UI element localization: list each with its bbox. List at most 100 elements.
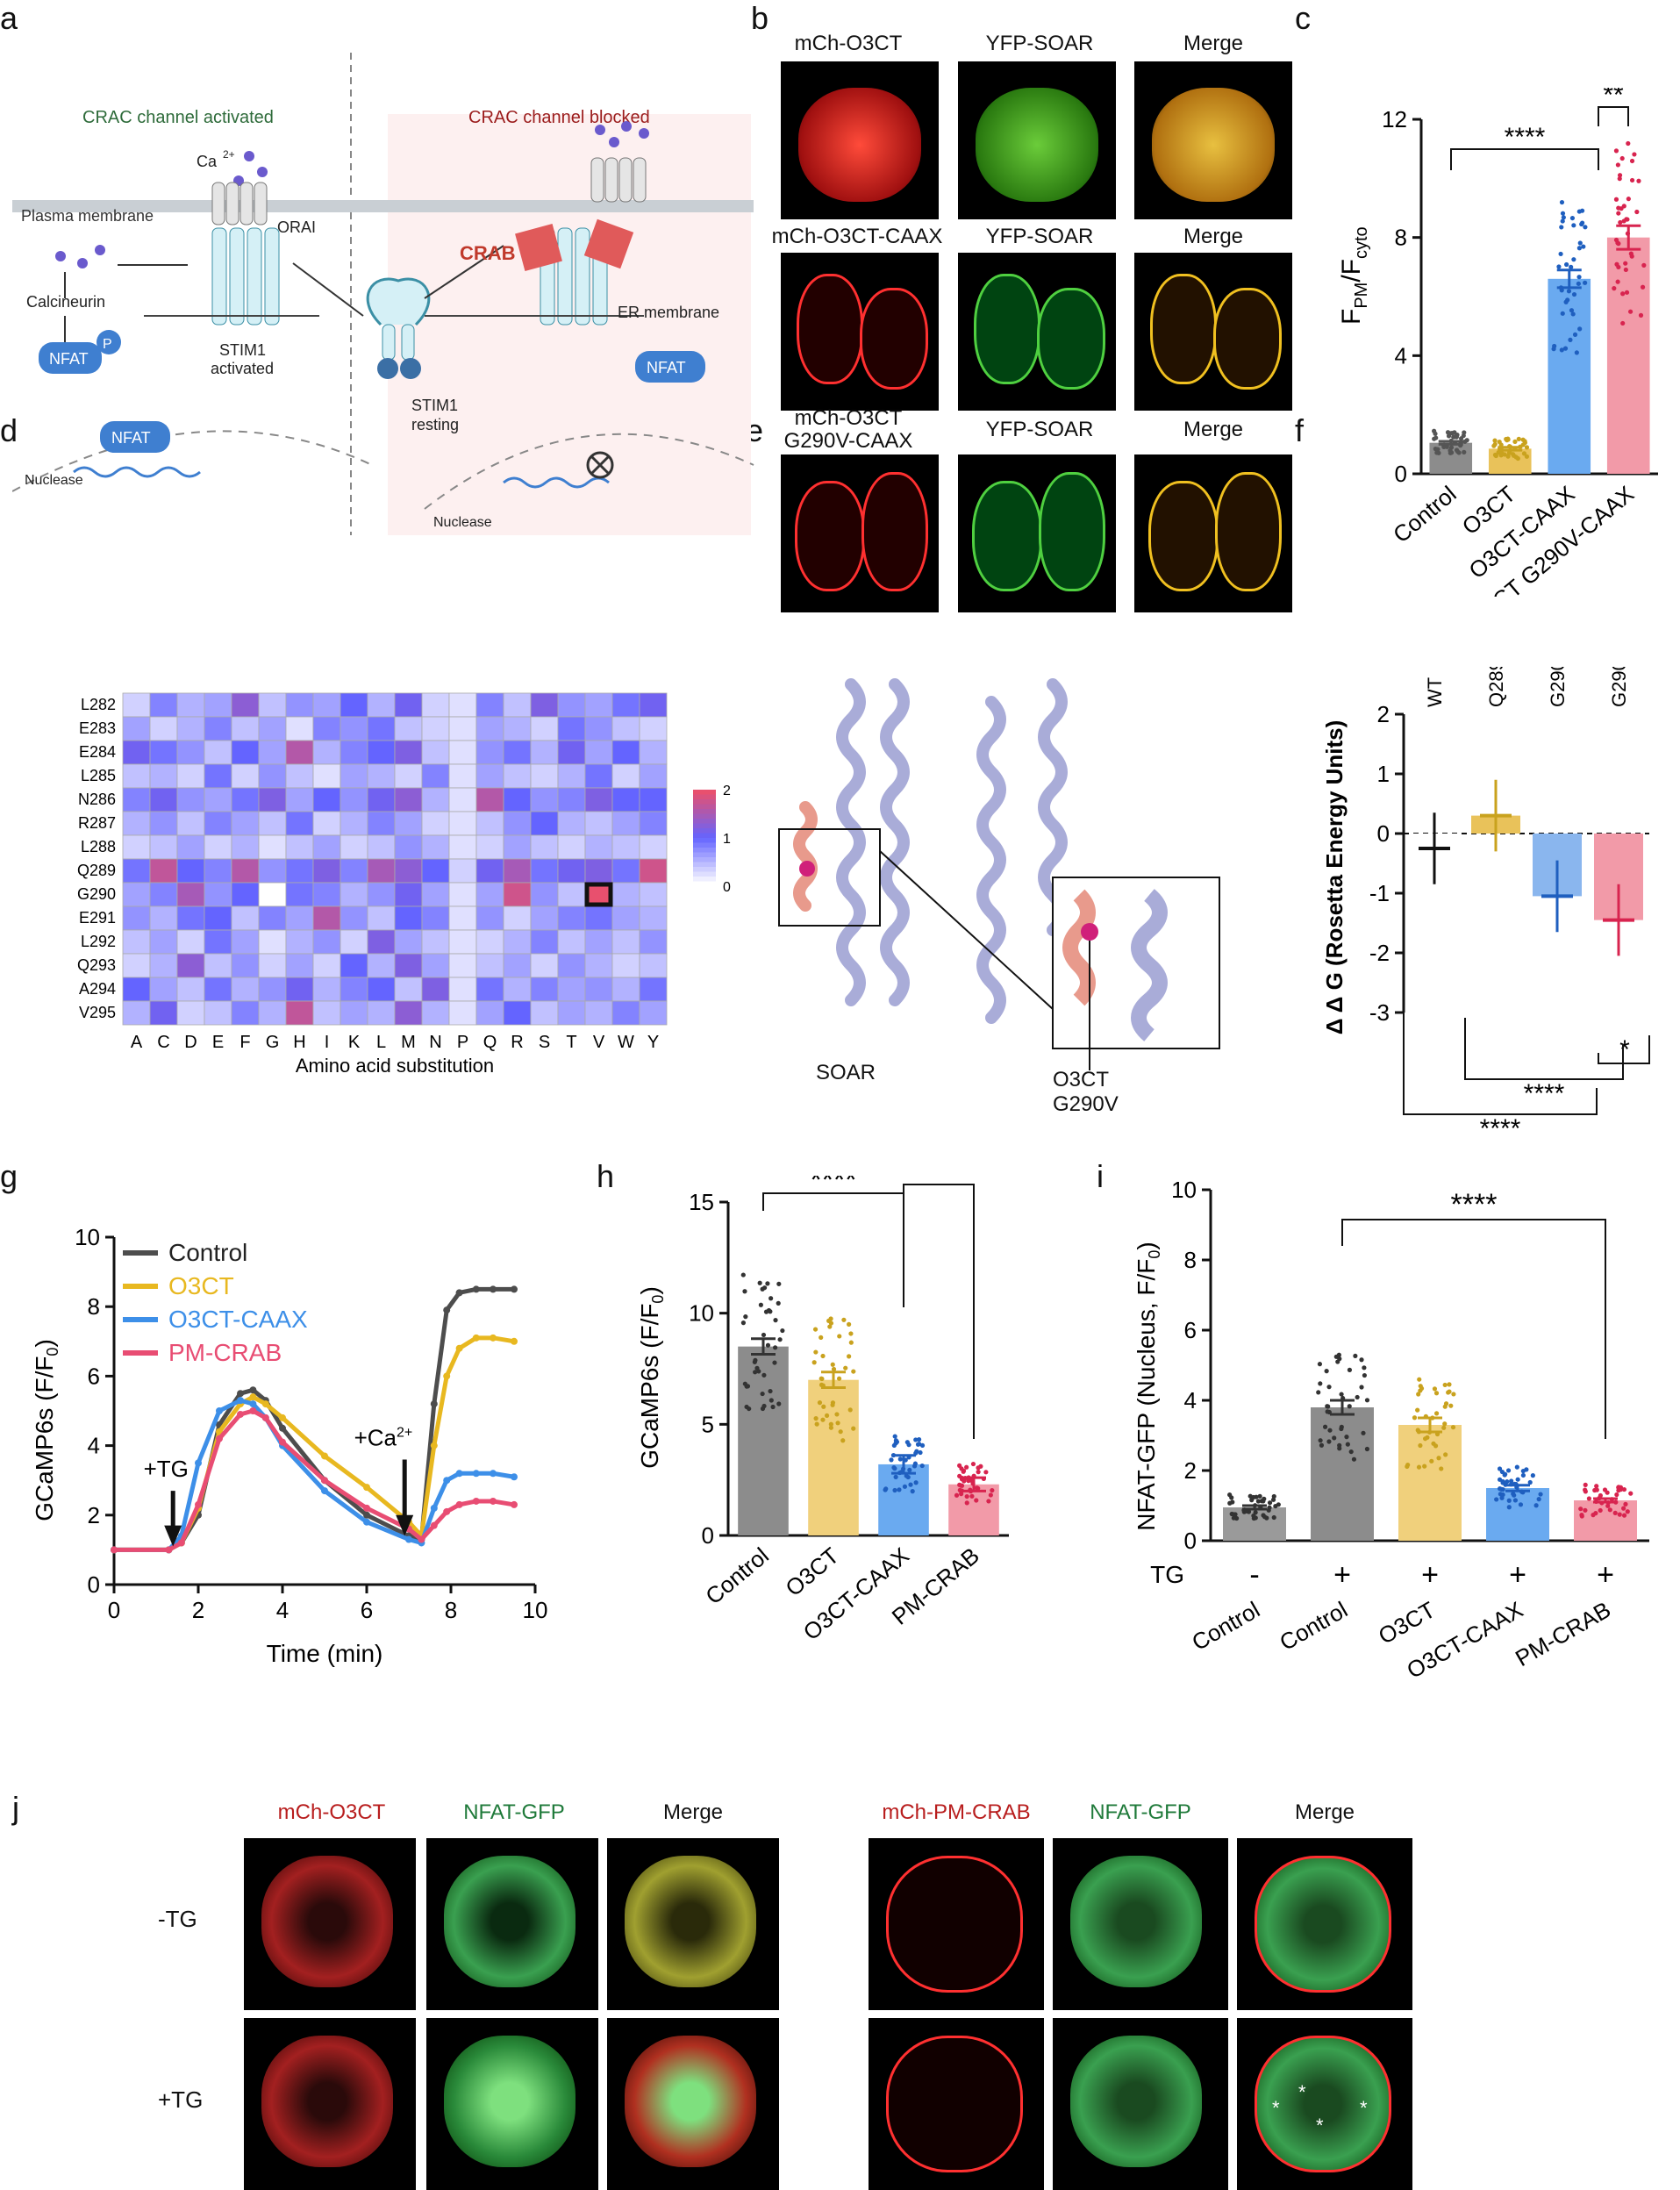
data-point (811, 1360, 817, 1365)
heatmap-cell (176, 692, 205, 718)
data-point (776, 1281, 782, 1286)
x-tick-label: 10 (523, 1597, 548, 1623)
y-tick-label: 2 (88, 1502, 100, 1528)
series-point (455, 1289, 463, 1297)
heatmap-cell (340, 858, 368, 884)
data-point (742, 1289, 747, 1294)
heatmap-cell (367, 905, 396, 931)
row3-title-line2: G290V-CAAX (783, 429, 913, 453)
heatmap-cell (367, 882, 396, 907)
heatmap-cell (611, 811, 640, 836)
colorbar-tick-label: 2 (723, 784, 731, 798)
data-point (907, 1467, 912, 1473)
series-point (321, 1452, 328, 1460)
y-tick-label: -2 (1369, 940, 1390, 966)
heatmap-cell (204, 716, 232, 741)
micrograph-j-r1-c5 (1053, 1838, 1228, 2010)
heatmap-cell (475, 953, 504, 978)
series-point (472, 1334, 480, 1342)
heatmap-cell (611, 787, 640, 812)
data-point (1462, 430, 1467, 435)
y-tick-label: 5 (702, 1411, 714, 1437)
heatmap-cell (394, 834, 423, 860)
heatmap-cell (231, 716, 260, 741)
heatmap-cell (639, 811, 668, 836)
heatmap-cell (611, 692, 640, 718)
data-point (1271, 1514, 1276, 1521)
col-label: Q (483, 1033, 497, 1052)
data-point (964, 1493, 969, 1499)
col-label: H (293, 1033, 305, 1052)
data-point (1583, 1489, 1588, 1494)
data-point (1348, 1449, 1354, 1455)
data-point (847, 1407, 853, 1413)
heatmap-cell (122, 692, 151, 718)
data-point (897, 1456, 903, 1462)
legend-label: O3CT-CAAX (168, 1306, 308, 1333)
panel-b-row1-col2-title: YFP-SOAR (985, 32, 1094, 55)
data-point (1512, 439, 1518, 444)
colorbar-segment (693, 833, 716, 839)
micrograph-b-r2-yfp (958, 253, 1116, 411)
heatmap-cell (285, 787, 314, 812)
data-point (1359, 1357, 1364, 1363)
heatmap-cell (611, 716, 640, 741)
data-point (1559, 288, 1564, 293)
data-point (892, 1434, 897, 1439)
data-point (824, 1413, 830, 1418)
phosphate-label: P (103, 337, 112, 352)
series-point (405, 1535, 412, 1543)
heatmap-cell (367, 740, 396, 765)
series-point (279, 1438, 286, 1446)
data-point (974, 1498, 979, 1503)
data-point (1533, 1503, 1539, 1508)
data-point (1433, 1443, 1439, 1449)
data-point (990, 1487, 995, 1493)
data-point (908, 1482, 913, 1487)
heatmap-cell (231, 882, 260, 907)
heatmap-cell (340, 1000, 368, 1026)
sig-label-1: **** (811, 1176, 857, 1197)
data-point (740, 1272, 746, 1278)
micrograph-b-r1-yfp (958, 61, 1116, 219)
data-point (1607, 1507, 1612, 1513)
heatmap-cell (312, 716, 341, 741)
colorbar-segment (693, 852, 716, 858)
y-tick-label: 4 (88, 1433, 100, 1459)
x-tick-label: Control (1187, 1596, 1264, 1656)
heatmap-cell (340, 692, 368, 718)
heatmap-cell (611, 740, 640, 765)
data-point (1636, 178, 1641, 183)
data-point (1527, 1479, 1533, 1485)
micrograph-j-r2-c5 (1053, 2018, 1228, 2190)
heatmap-cell (258, 929, 287, 955)
data-point (1462, 449, 1467, 454)
ca-ion (244, 151, 254, 161)
heatmap-cell (394, 811, 423, 836)
data-point (1522, 439, 1527, 444)
row-label: L292 (81, 933, 116, 950)
micrograph-j-r2-c4 (869, 2018, 1044, 2190)
heatmap-cell (285, 858, 314, 884)
data-point (814, 1421, 819, 1427)
heatmap-cell (448, 929, 477, 955)
y-axis-label: Δ Δ G (Rosetta Energy Units) (1321, 720, 1348, 1035)
panel-a-schematic: CRAC channel activated CRAC channel bloc… (12, 53, 754, 535)
series-point (511, 1285, 518, 1293)
heatmap-cell (176, 905, 205, 931)
data-point (1271, 1493, 1276, 1499)
data-point (1619, 155, 1625, 161)
heatmap-cell (584, 953, 613, 978)
data-point (827, 1324, 833, 1329)
heatmap-cell (340, 811, 368, 836)
heatmap-cell (394, 905, 423, 931)
heatmap-cell (530, 811, 559, 836)
series-point (472, 1285, 480, 1293)
col-label: I (325, 1033, 330, 1052)
series-point (490, 1497, 497, 1505)
heatmap-cell (149, 929, 178, 955)
sig-label-2: ** (1603, 88, 1624, 110)
heatmap-cell (530, 692, 559, 718)
data-point (1570, 311, 1576, 317)
row-label: N286 (78, 791, 116, 808)
